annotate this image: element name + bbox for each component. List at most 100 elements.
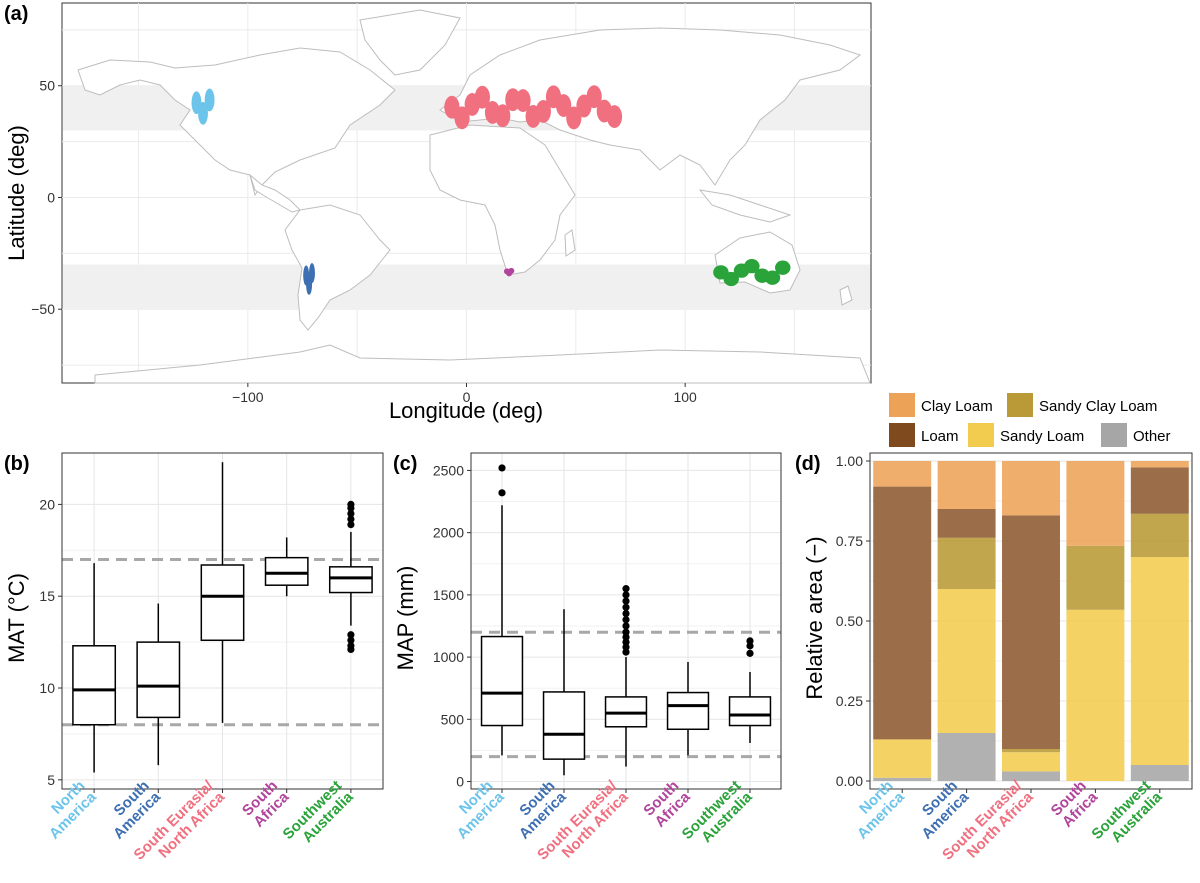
soil-segment-sandy-loam xyxy=(937,589,996,733)
soil-segment-sandy-loam xyxy=(1130,557,1189,765)
soil-segment-sandy-clay-loam xyxy=(937,537,996,589)
soil-bar-southwest-australia xyxy=(1130,461,1189,781)
map-precip-outlier-point xyxy=(622,638,630,646)
map-axes: −100 0 100 −50 0 50 xyxy=(31,78,697,405)
map-region-patch xyxy=(606,105,623,129)
soil-bar-south-africa xyxy=(1066,461,1125,781)
map-region-patch xyxy=(204,88,215,112)
map-precip-y-tick-label: 1500 xyxy=(433,587,464,603)
mat-box-south-eurasia-north-africa xyxy=(200,462,245,723)
soil-segment-clay-loam xyxy=(937,461,996,509)
map-region-patch xyxy=(764,270,781,285)
soil-y-tick-label: 0.00 xyxy=(836,773,863,789)
soil-segment-sandy-clay-loam xyxy=(1002,749,1060,753)
mat-box-south-africa xyxy=(264,537,309,597)
map-precip-y-tick-label: 1000 xyxy=(433,649,464,665)
soil-segment-other xyxy=(873,777,932,781)
map-landmasses xyxy=(77,9,871,384)
land-madagascar xyxy=(564,229,576,257)
map-precip-outlier-point xyxy=(622,597,630,605)
soil-segment-clay-loam xyxy=(873,461,932,487)
soil-segment-loam xyxy=(873,486,932,740)
map-region-patch xyxy=(508,267,515,274)
mat-outlier-point xyxy=(347,636,355,644)
soil-y-tick-label: 0.25 xyxy=(836,693,863,709)
soil-legend-swatch xyxy=(1007,393,1033,417)
mat-iqr-box xyxy=(264,556,309,586)
soil-segment-clay-loam xyxy=(1002,461,1060,516)
mat-iqr-box xyxy=(136,641,181,719)
mat-iqr-box xyxy=(200,564,245,642)
map-precip-box-south-eurasia-north-africa xyxy=(604,585,648,767)
mat-outlier-point xyxy=(347,500,355,509)
soil-legend-label: Other xyxy=(1133,428,1171,445)
panel-d-soil-stacked-bars: (d) Relative area (−) Clay Loam Sandy Cla… xyxy=(795,393,1193,864)
mat-y-tick-label: 20 xyxy=(39,496,55,512)
mat-iqr-box xyxy=(72,645,117,726)
mat-box-southwest-australia xyxy=(328,500,373,654)
mat-outlier-point xyxy=(347,521,355,529)
map-precip-outlier-point xyxy=(622,633,630,641)
soil-segment-sandy-loam xyxy=(1066,609,1125,781)
mat-outlier-point xyxy=(347,642,355,650)
soil-segment-loam xyxy=(1130,467,1189,514)
soil-bar-south-america xyxy=(937,461,996,781)
soil-bar-north-america xyxy=(873,461,932,781)
soil-segment-other xyxy=(937,733,996,781)
soil-legend-label: Loam xyxy=(921,428,959,445)
map-region-patch xyxy=(775,260,791,275)
map-y-tick-label: −50 xyxy=(31,301,55,317)
soil-legend-swatch xyxy=(1101,423,1127,447)
soil-segment-loam xyxy=(937,509,996,538)
map-precip-outlier-point xyxy=(622,622,630,630)
panel-a-map: (a) −100 0 100 xyxy=(4,2,872,423)
map-y-tick-label: 0 xyxy=(47,189,55,205)
map-precip-box-southwest-australia xyxy=(728,637,772,743)
soil-y-tick-label: 1.00 xyxy=(836,453,863,469)
map-precip-iqr-box xyxy=(480,635,524,727)
map-precip-outlier-point xyxy=(622,643,630,651)
map-precip-outlier-point xyxy=(622,648,630,656)
mat-y-tick-label: 5 xyxy=(47,772,55,788)
map-precip-box-south-africa xyxy=(666,662,710,756)
mat-outlier-point xyxy=(347,631,355,639)
map-precip-outlier-point xyxy=(622,603,630,611)
map-region-patch xyxy=(495,104,511,128)
soil-legend-item-loam: Loam xyxy=(889,423,959,447)
soil-segment-other xyxy=(1002,771,1060,781)
soil-legend-item-other: Other xyxy=(1101,423,1171,447)
map-region-patch xyxy=(744,258,760,274)
map-y-tick-label: 50 xyxy=(39,78,55,94)
map-precip-y-tick-label: 500 xyxy=(441,711,465,727)
panel-a-letter: (a) xyxy=(4,3,28,25)
soil-segment-sandy-clay-loam xyxy=(1066,545,1125,610)
soil-legend-item-clay-loam: Clay Loam xyxy=(889,393,993,417)
map-region-patch xyxy=(198,101,208,125)
map-precip-y-tick-label: 2500 xyxy=(433,462,464,478)
mat-box-north-america xyxy=(72,563,117,773)
map-precip-outlier-point xyxy=(622,585,630,593)
map-region-patch xyxy=(474,85,491,109)
map-x-tick-label: 100 xyxy=(673,389,697,405)
soil-legend-swatch xyxy=(889,423,915,447)
soil-legend-label: Sandy Clay Loam xyxy=(1039,398,1157,415)
soil-y-tick-label: 0.50 xyxy=(836,613,863,629)
map-precip-outlier-point xyxy=(622,616,630,624)
map-region-south-africa xyxy=(503,267,515,277)
soil-segment-loam xyxy=(1002,515,1060,749)
land-south-america xyxy=(284,204,391,331)
map-x-tick-label: 0 xyxy=(463,389,471,405)
soil-legend-item-sandy-clay-loam: Sandy Clay Loam xyxy=(1007,393,1157,417)
mat-outlier-point xyxy=(347,509,355,518)
soil-segment-sandy-loam xyxy=(1002,752,1060,772)
soil-segment-sandy-loam xyxy=(873,739,932,778)
land-greenland xyxy=(359,9,461,76)
map-y-axis-title: Latitude (deg) xyxy=(4,125,29,261)
soil-legend: Clay Loam Sandy Clay Loam Loam Sandy Loam Ot… xyxy=(889,393,1171,447)
map-precip-y-tick-label: 0 xyxy=(456,774,464,790)
soil-bar-south-eurasia-north-africa xyxy=(1002,461,1060,781)
